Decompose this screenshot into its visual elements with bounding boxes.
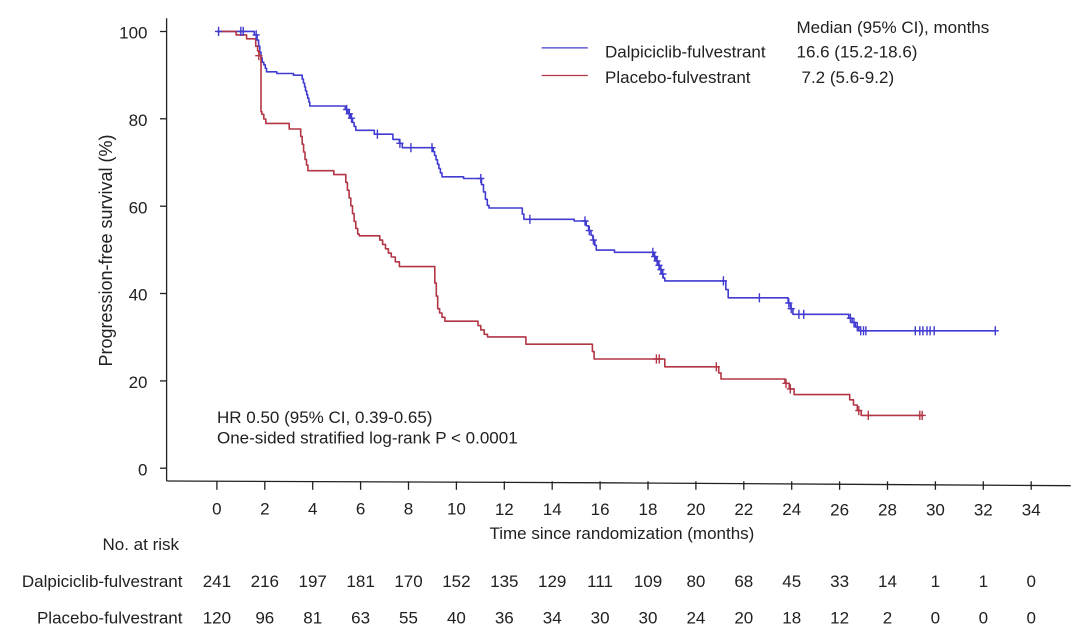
svg-text:181: 181 xyxy=(346,572,374,591)
svg-text:100: 100 xyxy=(119,24,147,43)
svg-text:16: 16 xyxy=(591,500,610,519)
svg-text:170: 170 xyxy=(394,572,422,591)
svg-text:12: 12 xyxy=(495,500,514,519)
svg-text:20: 20 xyxy=(129,373,148,392)
svg-text:0: 0 xyxy=(1026,609,1035,628)
svg-text:0: 0 xyxy=(931,609,940,628)
svg-text:68: 68 xyxy=(734,572,753,591)
svg-text:Dalpiciclib-fulvestrant: Dalpiciclib-fulvestrant xyxy=(605,42,766,61)
svg-text:20: 20 xyxy=(686,500,705,519)
svg-text:40: 40 xyxy=(129,286,148,305)
svg-text:Time since randomization (mont: Time since randomization (months) xyxy=(489,524,754,543)
svg-text:16.6 (15.2-18.6): 16.6 (15.2-18.6) xyxy=(797,42,918,61)
svg-text:28: 28 xyxy=(878,500,897,519)
svg-text:33: 33 xyxy=(830,572,849,591)
svg-text:18: 18 xyxy=(782,609,801,628)
svg-text:34: 34 xyxy=(1022,501,1041,520)
svg-text:32: 32 xyxy=(974,501,993,520)
svg-text:80: 80 xyxy=(686,572,705,591)
svg-text:34: 34 xyxy=(543,609,562,628)
svg-text:HR 0.50 (95% CI, 0.39-0.65): HR 0.50 (95% CI, 0.39-0.65) xyxy=(217,408,432,427)
svg-text:10: 10 xyxy=(447,500,466,519)
svg-text:96: 96 xyxy=(255,609,274,628)
svg-text:18: 18 xyxy=(639,500,658,519)
svg-text:135: 135 xyxy=(490,572,518,591)
svg-text:14: 14 xyxy=(543,500,562,519)
svg-text:14: 14 xyxy=(878,572,897,591)
svg-text:241: 241 xyxy=(203,572,231,591)
svg-text:0: 0 xyxy=(212,499,221,518)
svg-text:129: 129 xyxy=(538,572,566,591)
svg-text:81: 81 xyxy=(303,609,322,628)
svg-text:Dalpiciclib-fulvestrant: Dalpiciclib-fulvestrant xyxy=(22,572,183,591)
svg-text:26: 26 xyxy=(830,500,849,519)
svg-text:197: 197 xyxy=(299,572,327,591)
svg-text:Placebo-fulvestrant: Placebo-fulvestrant xyxy=(605,68,751,87)
svg-text:55: 55 xyxy=(399,609,418,628)
svg-text:Placebo-fulvestrant: Placebo-fulvestrant xyxy=(37,609,183,628)
svg-text:30: 30 xyxy=(639,609,658,628)
svg-text:20: 20 xyxy=(734,609,753,628)
svg-text:4: 4 xyxy=(308,500,317,519)
svg-text:30: 30 xyxy=(926,500,945,519)
svg-text:1: 1 xyxy=(979,572,988,591)
svg-text:80: 80 xyxy=(129,111,148,130)
svg-text:30: 30 xyxy=(591,609,610,628)
svg-text:36: 36 xyxy=(495,609,514,628)
svg-text:40: 40 xyxy=(447,609,466,628)
svg-text:152: 152 xyxy=(442,572,470,591)
svg-text:One-sided stratified log-rank: One-sided stratified log-rank P < 0.0001 xyxy=(217,429,518,448)
svg-text:63: 63 xyxy=(351,609,370,628)
svg-text:109: 109 xyxy=(634,572,662,591)
svg-text:24: 24 xyxy=(782,500,801,519)
svg-text:0: 0 xyxy=(979,609,988,628)
svg-text:No. at risk: No. at risk xyxy=(103,535,180,554)
svg-text:7.2 (5.6-9.2): 7.2 (5.6-9.2) xyxy=(802,68,895,87)
svg-text:8: 8 xyxy=(404,500,413,519)
svg-text:60: 60 xyxy=(129,198,148,217)
svg-text:120: 120 xyxy=(203,609,231,628)
svg-text:0: 0 xyxy=(1026,572,1035,591)
svg-text:216: 216 xyxy=(251,572,279,591)
svg-text:2: 2 xyxy=(883,609,892,628)
svg-text:22: 22 xyxy=(734,500,753,519)
svg-text:Median (95% CI), months: Median (95% CI), months xyxy=(797,18,990,37)
svg-text:6: 6 xyxy=(356,500,365,519)
svg-text:12: 12 xyxy=(830,609,849,628)
svg-text:2: 2 xyxy=(260,499,269,518)
svg-text:111: 111 xyxy=(587,572,613,591)
svg-text:24: 24 xyxy=(686,609,705,628)
svg-text:1: 1 xyxy=(931,572,940,591)
svg-text:0: 0 xyxy=(138,460,147,479)
svg-text:45: 45 xyxy=(782,572,801,591)
svg-text:Progression-free survival (%): Progression-free survival (%) xyxy=(96,134,116,366)
